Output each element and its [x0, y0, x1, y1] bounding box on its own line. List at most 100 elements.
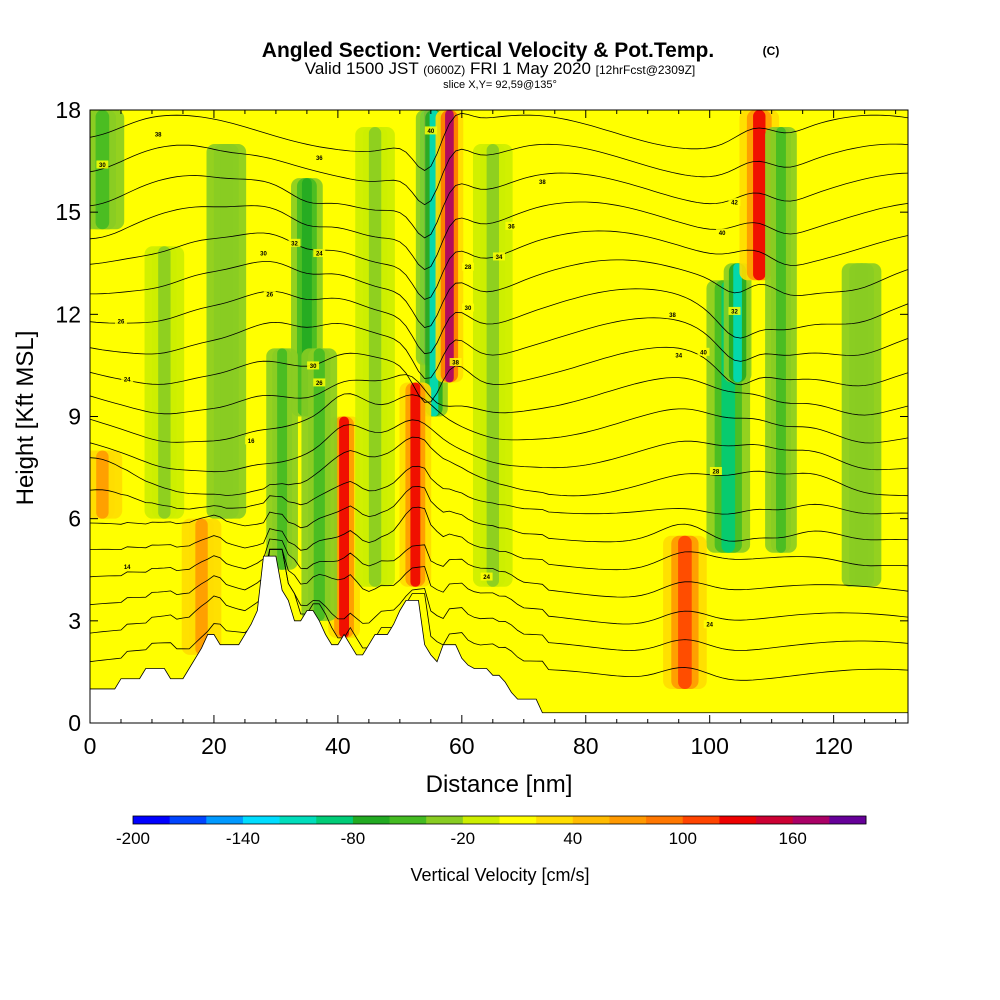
contour-label: 32: [731, 309, 738, 315]
velocity-band: [220, 144, 233, 519]
velocity-band: [855, 263, 868, 587]
theta-contour: [90, 143, 908, 206]
theta-contour: [90, 485, 908, 543]
velocity-feature: [181, 518, 222, 655]
colorbar-tick-labels: -200 -140 -80 -20 40 100 160: [116, 829, 807, 848]
copyright-mark: (C): [763, 44, 780, 58]
colorbar-label: Vertical Velocity [cm/s]: [410, 865, 589, 885]
colorbar-segment: [792, 816, 830, 824]
contour-label: 24: [316, 252, 323, 258]
contour-label: 36: [316, 156, 323, 162]
slice-label: slice X,Y= 92,59@135°: [443, 79, 557, 91]
contour-label: 26: [266, 292, 273, 298]
contour-label: 26: [118, 320, 125, 326]
contour-label: 38: [155, 132, 162, 138]
colorbar-segment: [169, 816, 207, 824]
velocity-band: [445, 110, 454, 383]
colorbar-tick-label: -200: [116, 829, 150, 848]
y-tick-label: 6: [68, 506, 81, 532]
contour-label-bg: [536, 177, 549, 186]
contour-label: 26: [316, 381, 323, 387]
contour-label: 14: [124, 565, 131, 571]
colorbar-tick-label: -80: [341, 829, 366, 848]
velocity-feature: [399, 382, 432, 587]
contour-label-bg: [505, 221, 518, 230]
contour-label: 16: [248, 439, 255, 445]
contour-label-bg: [716, 228, 729, 237]
velocity-feature: [765, 127, 797, 553]
contour-label-bg: [121, 562, 134, 571]
contour-label-bg: [462, 303, 475, 312]
velocity-band: [96, 450, 109, 519]
x-tick-label: 120: [814, 733, 852, 759]
theta-contour: [90, 419, 908, 473]
velocity-band: [339, 416, 350, 638]
colorbar-tick-label: 40: [563, 829, 582, 848]
colorbar-segment: [352, 816, 391, 824]
theta-contour: [90, 112, 908, 171]
subtitle-date: FRI 1 May 2020: [470, 59, 591, 78]
colorbar-segment: [536, 816, 574, 824]
theta-contour: [90, 436, 908, 497]
theta-contour: [90, 393, 908, 444]
colorbar-segment: [572, 816, 610, 824]
colorbar-segment: [206, 816, 244, 824]
y-tick-label: 12: [55, 301, 81, 327]
colorbar-segment: [462, 816, 500, 824]
contour-label-bg: [449, 358, 462, 367]
contour-label-bg: [424, 126, 437, 135]
contour-label: 24: [483, 575, 490, 581]
contour-label-bg: [96, 160, 109, 169]
contour-label: 28: [465, 265, 472, 271]
theta-contour: [90, 317, 908, 379]
y-tick-label: 18: [55, 97, 81, 123]
velocity-band: [678, 535, 692, 689]
y-tick-label: 3: [68, 608, 81, 634]
velocity-feature: [301, 348, 338, 621]
colorbar-segment: [133, 816, 171, 824]
velocity-band: [410, 382, 421, 587]
theta-contour: [90, 201, 908, 270]
contour-label: 30: [260, 252, 267, 258]
velocity-feature: [144, 246, 185, 519]
velocity-band: [776, 127, 786, 553]
contour-label-bg: [672, 351, 685, 360]
y-tick-label: 0: [68, 710, 81, 736]
theta-contour: [90, 374, 908, 416]
theta-contour: [90, 465, 908, 515]
contour-label-bg: [114, 317, 127, 326]
velocity-feature: [841, 263, 882, 587]
velocity-band: [95, 110, 110, 230]
contour-label: 38: [452, 361, 459, 367]
velocity-band: [753, 110, 766, 281]
colorbar-segment: [279, 816, 317, 824]
x-tick-label: 60: [449, 733, 475, 759]
chart-title: Angled Section: Vertical Velocity & Pot.…: [262, 39, 714, 62]
velocity-feature: [206, 144, 247, 519]
theta-contour: [90, 538, 908, 598]
colorbar-segment: [426, 816, 464, 824]
theta-contour: [90, 548, 908, 681]
theta-contour: [90, 548, 908, 625]
y-axis-label: Height [Kft MSL]: [12, 331, 39, 506]
colorbar-segment: [499, 816, 537, 824]
contour-label: 40: [719, 231, 726, 237]
contour-label: 30: [310, 364, 317, 370]
contour-label: 34: [675, 354, 682, 360]
terrain-profile: [90, 555, 908, 723]
colorbar-segment: [242, 816, 281, 824]
colorbar-segment: [316, 816, 354, 824]
contour-label-bg: [709, 466, 722, 475]
contour-label-bg: [697, 347, 710, 356]
theta-contour: [90, 548, 908, 651]
colorbar-segment: [829, 816, 867, 824]
colorbar: [132, 815, 867, 825]
contour-label-bg: [313, 378, 326, 387]
contour-label: 36: [508, 224, 515, 230]
contour-label-bg: [703, 620, 716, 629]
velocity-band: [277, 348, 288, 570]
contour-label: 34: [496, 255, 503, 261]
contour-label: 40: [427, 129, 434, 135]
velocity-feature: [723, 263, 752, 383]
